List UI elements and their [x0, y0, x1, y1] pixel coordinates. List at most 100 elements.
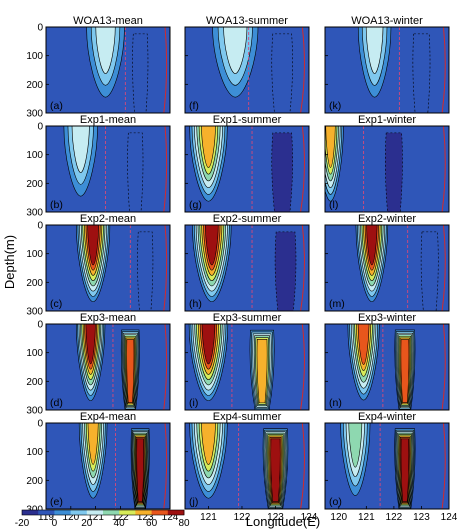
panel-label: (e)	[50, 496, 63, 508]
contour-level-7	[201, 126, 216, 168]
panel-10: Exp3-mean (d) 0 100 200 300	[26, 312, 171, 417]
panel-title: Exp1-winter	[358, 114, 416, 126]
panel-frame	[45, 323, 171, 411]
colorbar-tick-label: 0	[52, 518, 58, 529]
contour-core2-9	[136, 438, 145, 502]
panel-label: (i)	[189, 397, 198, 409]
contour-level-4	[95, 27, 116, 74]
panel-label: (j)	[189, 496, 198, 508]
y-tick-label: 100	[26, 249, 43, 260]
contour-level-8	[357, 324, 370, 365]
x-tick-label: 120	[330, 512, 347, 523]
contour-level-4	[223, 27, 248, 74]
panel-grid: WOA13-mean(a)0100200300WOA13-summer(f)WO…	[26, 15, 457, 523]
y-tick-label: 100	[26, 447, 43, 458]
y-tick-label: 200	[26, 278, 43, 289]
panel-2: WOA13-summer (f)	[184, 15, 310, 114]
zero-contour-line	[163, 324, 168, 410]
colorbar-tick-label: -20	[15, 518, 30, 529]
panel-label: (d)	[50, 397, 63, 409]
x-tick-label: 121	[358, 512, 375, 523]
colorbar-frame	[21, 509, 185, 516]
panel-label: (n)	[329, 397, 342, 409]
panel-12: Exp3-winter (n)	[324, 312, 450, 411]
panel-frame	[324, 422, 450, 510]
panel-frame	[324, 26, 450, 114]
x-tick-label: 123	[413, 512, 430, 523]
panel-label: (f)	[189, 100, 199, 112]
zero-contour-line	[441, 423, 446, 509]
x-tick-label: 124	[301, 512, 318, 523]
y-tick-label: 0	[37, 23, 43, 34]
panel-label: (h)	[189, 298, 202, 310]
y-tick-label: 0	[37, 221, 43, 232]
contour-field	[325, 423, 449, 509]
y-tick-label: 100	[26, 348, 43, 359]
contour-negative-band	[412, 33, 431, 113]
contour-core2-7	[256, 339, 268, 404]
panel-4: Exp1-mean (b) 0 100 200 300	[26, 114, 171, 219]
colorbar-swatch	[22, 510, 39, 515]
contour-level-9	[87, 225, 99, 266]
contour-negative-band	[137, 231, 154, 311]
field-background	[325, 324, 449, 410]
panel-title: Exp4-winter	[358, 411, 416, 423]
zero-contour-line	[441, 225, 446, 311]
colorbar-swatch	[70, 510, 88, 515]
zero-contour-line	[163, 423, 168, 509]
panel-frame	[45, 125, 171, 213]
contour-negative-band	[385, 132, 403, 212]
contour-field	[46, 324, 170, 410]
x-tick-label: 124	[441, 512, 458, 523]
y-tick-label: 300	[26, 307, 43, 318]
contour-negative-band	[274, 231, 297, 311]
panel-9: Exp2-winter (m)	[324, 213, 450, 312]
zero-contour-line	[300, 423, 305, 509]
panel-6: Exp1-winter (l)	[324, 114, 450, 213]
x-tick-label: 121	[200, 512, 217, 523]
zero-contour-line	[163, 27, 168, 113]
y-tick-label: 100	[26, 150, 43, 161]
contour-core2-9	[400, 438, 410, 502]
contour-negative-band	[127, 132, 144, 212]
y-tick-label: 0	[37, 419, 43, 430]
contour-field	[325, 126, 449, 212]
zero-contour-line	[441, 27, 446, 113]
contour-field	[46, 126, 170, 212]
panel-title: Exp4-summer	[213, 411, 282, 423]
contour-field	[185, 27, 309, 113]
panel-11: Exp3-summer (i)	[184, 312, 310, 411]
contour-field	[185, 126, 309, 212]
y-tick-label: 200	[26, 476, 43, 487]
contour-level-7	[87, 423, 99, 465]
panel-label: (l)	[329, 199, 338, 211]
panel-label: (a)	[50, 100, 63, 112]
zero-contour-line	[300, 126, 305, 212]
x-tick-label: 122	[386, 512, 403, 523]
panel-frame	[184, 323, 310, 411]
panel-title: Exp1-summer	[213, 114, 282, 126]
panel-15: Exp4-winter (o) 120 121 122 123 124	[324, 411, 458, 523]
panel-label: (m)	[329, 298, 345, 310]
contour-negative-band	[271, 132, 293, 212]
zero-contour-line	[300, 225, 305, 311]
contour-level-5	[348, 423, 363, 468]
panel-label: (o)	[329, 496, 342, 508]
contour-level-4	[71, 126, 90, 173]
panel-title: WOA13-winter	[351, 15, 423, 27]
zero-contour-line	[441, 126, 446, 212]
x-tick-label: 119	[38, 512, 54, 523]
y-tick-label: 200	[26, 179, 43, 190]
contour-field	[185, 225, 309, 311]
contour-core2-9	[270, 438, 281, 502]
x-tick-label: 120	[62, 512, 79, 523]
panel-label: (g)	[189, 199, 202, 211]
panel-frame	[184, 26, 310, 114]
contour-field	[185, 324, 309, 410]
field-background	[46, 324, 170, 410]
contour-field	[325, 324, 449, 410]
y-axis-label: Depth(m)	[2, 235, 17, 289]
panel-title: Exp1-mean	[80, 114, 136, 126]
x-tick-label: 121	[87, 512, 104, 523]
colorbar-tick-label: 40	[114, 518, 126, 529]
